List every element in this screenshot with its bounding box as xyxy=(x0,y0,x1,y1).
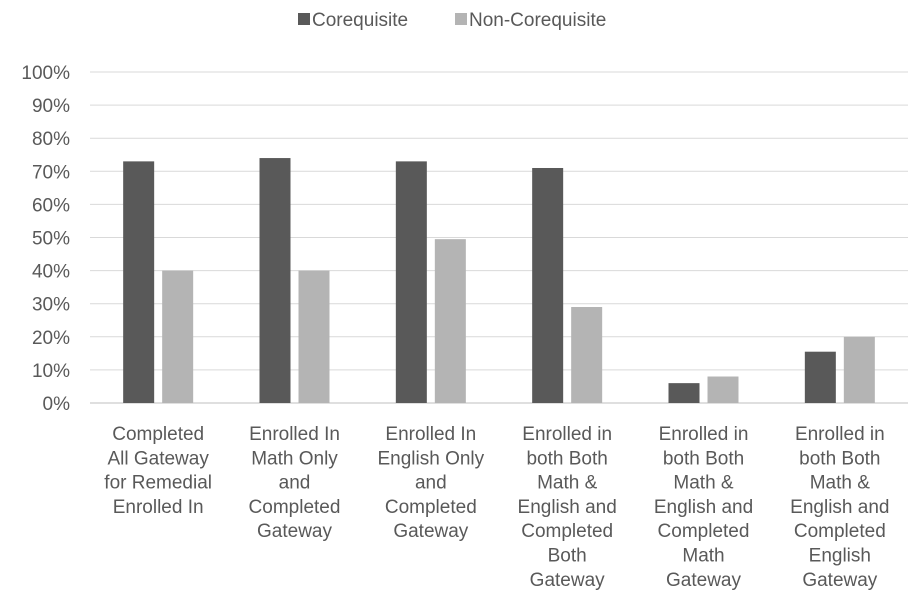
bar-corequisite xyxy=(804,351,836,403)
bar-corequisite xyxy=(395,161,427,403)
y-tick-label: 0% xyxy=(43,394,71,415)
legend-label-corequisite: Corequisite xyxy=(312,10,408,31)
x-category-label: Enrolled In English Only and Completed Gatew… xyxy=(377,424,484,542)
y-tick-label: 70% xyxy=(32,162,70,183)
y-tick-label: 90% xyxy=(32,96,70,117)
bar-non-corequisite xyxy=(434,239,466,403)
x-category-label: Enrolled In Math Only and Completed Gateway xyxy=(249,424,341,542)
x-category-label: Enrolled in both Both Math & English and Com… xyxy=(790,424,889,591)
y-tick-label: 60% xyxy=(32,195,70,216)
bar-non-corequisite xyxy=(707,376,739,403)
bar-non-corequisite xyxy=(571,307,603,403)
bar-corequisite xyxy=(123,161,155,403)
legend-swatch-non-corequisite xyxy=(455,13,467,25)
legend-label-non-corequisite: Non-Corequisite xyxy=(469,10,606,31)
bar-non-corequisite xyxy=(162,270,194,403)
legend: Corequisite Non-Corequisite xyxy=(298,10,606,31)
y-tick-label: 100% xyxy=(21,63,70,84)
gridlines xyxy=(90,71,908,404)
legend-swatch-corequisite xyxy=(298,13,310,25)
y-tick-label: 50% xyxy=(32,229,70,250)
x-category-label: Enrolled in both Both Math & English and Com… xyxy=(654,424,753,591)
y-axis: 0% 10% 20% 30% 40% 50% 60% 70% 80% 90% 100% xyxy=(21,63,70,415)
bar-corequisite xyxy=(668,383,700,403)
bars xyxy=(123,158,875,403)
bar-corequisite xyxy=(532,167,564,403)
x-category-label: Completed All Gateway for Remedial Enrolled… xyxy=(104,424,212,518)
y-tick-label: 30% xyxy=(32,295,70,316)
bar-corequisite xyxy=(259,158,291,403)
y-tick-label: 40% xyxy=(32,262,70,283)
y-tick-label: 20% xyxy=(32,328,70,349)
y-tick-label: 80% xyxy=(32,129,70,150)
y-tick-label: 10% xyxy=(32,361,70,382)
x-axis: Completed All Gateway for Remedial Enrolled… xyxy=(104,424,889,591)
bar-non-corequisite xyxy=(298,270,330,403)
x-category-label: Enrolled in both Both Math & English and Com… xyxy=(518,424,617,591)
bar-non-corequisite xyxy=(843,336,875,403)
